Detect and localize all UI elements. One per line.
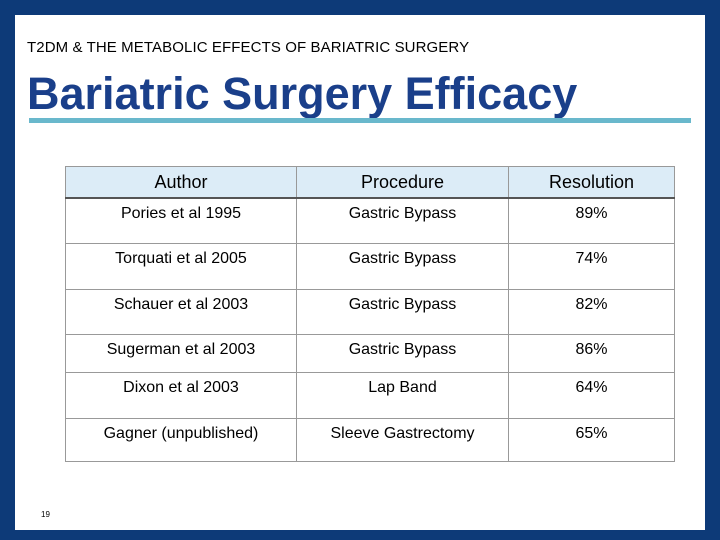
page-number: 19 [41,510,50,519]
cell-author: Schauer et al 2003 [65,288,297,335]
cell-author: Dixon et al 2003 [65,371,297,419]
cell-resolution: 64% [508,371,675,419]
table-row: Schauer et al 2003 Gastric Bypass 82% [65,288,675,335]
header-resolution: Resolution [508,166,675,199]
header-procedure: Procedure [296,166,509,199]
cell-resolution: 86% [508,333,675,373]
slide-title: Bariatric Surgery Efficacy [27,68,578,119]
cell-author: Sugerman et al 2003 [65,333,297,373]
table-row: Sugerman et al 2003 Gastric Bypass 86% [65,333,675,373]
cell-author: Pories et al 1995 [65,197,297,244]
cell-procedure: Gastric Bypass [296,333,509,373]
cell-resolution: 74% [508,242,675,290]
cell-procedure: Sleeve Gastrectomy [296,417,509,462]
header-author: Author [65,166,297,199]
cell-procedure: Gastric Bypass [296,197,509,244]
cell-procedure: Lap Band [296,371,509,419]
table-row: Gagner (unpublished) Sleeve Gastrectomy … [65,417,675,462]
cell-procedure: Gastric Bypass [296,288,509,335]
slide: T2DM & THE METABOLIC EFFECTS OF BARIATRI… [15,15,705,530]
table-row: Dixon et al 2003 Lap Band 64% [65,371,675,419]
cell-procedure: Gastric Bypass [296,242,509,290]
efficacy-table: Author Procedure Resolution Pories et al… [65,166,675,462]
cell-resolution: 65% [508,417,675,462]
title-underline [29,118,691,123]
table-row: Pories et al 1995 Gastric Bypass 89% [65,197,675,244]
cell-resolution: 89% [508,197,675,244]
cell-resolution: 82% [508,288,675,335]
table-header-row: Author Procedure Resolution [65,166,675,199]
cell-author: Torquati et al 2005 [65,242,297,290]
slide-kicker: T2DM & THE METABOLIC EFFECTS OF BARIATRI… [27,39,470,56]
table-row: Torquati et al 2005 Gastric Bypass 74% [65,242,675,290]
cell-author: Gagner (unpublished) [65,417,297,462]
